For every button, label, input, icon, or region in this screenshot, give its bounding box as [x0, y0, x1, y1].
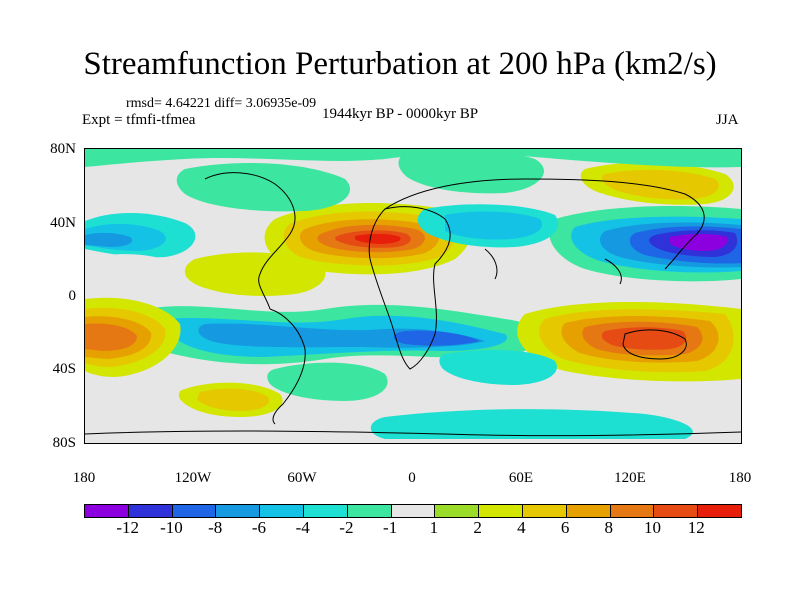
colorbar-swatch	[566, 505, 611, 517]
x-tick-label: 60E	[508, 470, 534, 486]
colorbar-swatch	[128, 505, 173, 517]
colorbar-swatch	[347, 505, 392, 517]
period-label: 1944kyr BP - 0000kyr BP	[321, 106, 479, 122]
colorbar-swatch	[260, 505, 304, 517]
colorbar-swatch	[172, 505, 217, 517]
y-tick-label: 80N	[50, 141, 76, 157]
x-tick-label: 0	[408, 470, 416, 486]
y-tick-label: 40N	[50, 215, 76, 231]
y-tick-label: 80S	[52, 435, 76, 451]
colorbar-level-label: -1	[383, 518, 398, 537]
colorbar-level-label: -10	[160, 518, 183, 537]
coastlines	[85, 172, 741, 437]
colorbar-swatch	[216, 505, 261, 517]
colorbar-level-label: 1	[429, 518, 439, 537]
chart-title: Streamfunction Perturbation at 200 hPa (…	[83, 46, 717, 82]
colorbar-swatch	[435, 505, 480, 517]
y-tick-label: 0	[68, 288, 77, 304]
season-label: JJA	[716, 112, 739, 128]
colorbar-level-label: 8	[604, 518, 614, 537]
x-tick-label: 180	[72, 470, 96, 486]
colorbar-level-label: -8	[208, 518, 223, 537]
colorbar-swatch	[654, 505, 699, 517]
x-tick-label: 60W	[287, 470, 317, 486]
colorbar-level-label: 12	[687, 518, 705, 537]
rmsd-label: rmsd= 4.64221 diff= 3.06935e-09	[126, 96, 317, 111]
negative-southern-band	[131, 304, 541, 365]
colorbar-level-label: -12	[116, 518, 140, 537]
colorbar-swatch	[391, 505, 436, 517]
negative-nw-pacific	[549, 206, 741, 282]
experiment-label: Expt = tfmfi-tfmea	[82, 112, 196, 128]
colorbar	[84, 504, 742, 518]
colorbar-level-label: -2	[339, 518, 354, 537]
colorbar-level-label: 4	[517, 518, 526, 537]
colorbar-level-label: -4	[295, 518, 310, 537]
x-tick-label: 120E	[614, 470, 646, 486]
x-tick-label: 180	[728, 470, 752, 486]
colorbar-level-label: 2	[473, 518, 482, 537]
colorbar-swatch	[610, 505, 655, 517]
colorbar-level-label: -6	[251, 518, 266, 537]
colorbar-swatch	[698, 505, 741, 517]
positive-south-indian	[517, 302, 741, 382]
colorbar-level-label: 10	[644, 518, 662, 537]
contour-field	[85, 149, 741, 443]
x-tick-label: 120W	[174, 470, 212, 486]
colorbar-swatch	[303, 505, 348, 517]
colorbar-swatch	[479, 505, 523, 517]
positive-south-pacific	[85, 297, 181, 377]
mid-latitude-features	[85, 149, 741, 443]
colorbar-swatch	[85, 505, 129, 517]
y-tick-label: 40S	[52, 361, 76, 377]
colorbar-level-label: 6	[560, 518, 570, 537]
colorbar-swatch	[522, 505, 567, 517]
map-plot-area	[84, 148, 742, 444]
